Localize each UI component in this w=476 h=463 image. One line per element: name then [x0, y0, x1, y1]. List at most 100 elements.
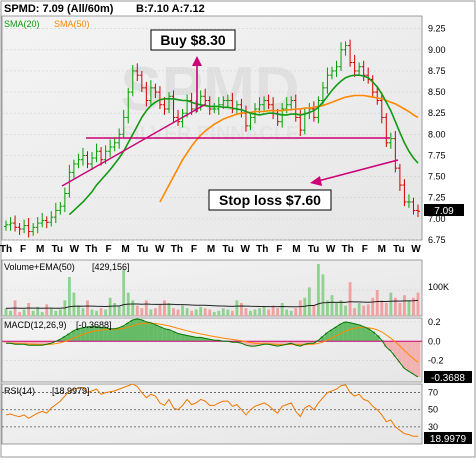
macd-histogram-bar	[121, 325, 127, 342]
volume-bar	[271, 305, 275, 316]
volume-bar	[36, 306, 40, 316]
macd-histogram-bar	[266, 341, 271, 345]
macd-histogram-bar	[393, 341, 398, 357]
x-day-label: W	[411, 244, 421, 255]
macd-histogram-bar	[198, 337, 203, 342]
macd-histogram-bar	[3, 341, 9, 344]
macd-histogram-bar	[311, 341, 317, 344]
macd-histogram-bar	[103, 327, 108, 342]
macd-last-box	[424, 371, 472, 383]
macd-line	[6, 318, 419, 378]
volume-bar	[398, 303, 402, 316]
volume-bar	[167, 303, 171, 316]
volume-bar	[194, 309, 198, 316]
macd-histogram-bar	[307, 341, 312, 344]
x-day-label: Tu	[308, 244, 319, 255]
x-axis-labels: Th F M Tu W Th F M Tu W Th F M Tu W Th F M Tu W Th F M Tu W	[0, 244, 421, 255]
macd-histogram-bar	[134, 318, 140, 342]
volume-bar	[131, 300, 135, 316]
x-day-label: Tu	[393, 244, 404, 255]
macd-histogram-bar	[243, 341, 249, 346]
legend-sma50: SMA(50)	[54, 19, 90, 29]
x-day-label: Tu	[222, 244, 233, 255]
macd-panel: MACD(12,26,9) [-0.3688] 0.2 0.0 -0.2 -0.36…	[1, 317, 472, 384]
macd-histogram-bar	[402, 341, 407, 369]
buy-label-box	[150, 29, 236, 51]
x-day-label: M	[121, 244, 129, 255]
macd-y-tick: 0.2	[428, 317, 441, 327]
macd-histogram-bar	[26, 341, 31, 346]
volume-bar	[4, 308, 8, 316]
macd-histogram-bar	[415, 341, 421, 378]
volume-bar	[58, 309, 62, 316]
x-day-label: Th	[342, 244, 354, 255]
macd-histogram-bar	[98, 327, 104, 342]
x-day-label: W	[155, 244, 165, 255]
volume-bar	[416, 292, 420, 316]
volume-bar	[99, 308, 103, 316]
macd-histogram-bar	[320, 336, 326, 342]
stop-arrow	[317, 159, 399, 182]
rsi-y-tick: 70	[428, 388, 438, 398]
macd-histogram-bar	[162, 328, 167, 342]
volume-bar	[294, 308, 298, 316]
rsi-legend: RSI(14)	[4, 386, 35, 396]
macd-histogram-bar	[153, 324, 158, 342]
volume-bar	[357, 303, 361, 316]
macd-histogram-bar	[388, 341, 394, 351]
price-y-tick: 6.75	[428, 235, 446, 245]
volume-bar	[344, 305, 347, 316]
last-price-label: 7.09	[434, 206, 454, 217]
volume-bar	[258, 308, 261, 316]
volume-bar	[67, 277, 71, 316]
macd-histogram-bar	[76, 328, 81, 342]
x-day-label: W	[70, 244, 80, 255]
macd-histogram-bar	[184, 335, 190, 342]
macd-histogram-bar	[107, 328, 113, 342]
price-y-tick: 7.25	[428, 193, 446, 203]
volume-bar	[190, 310, 194, 316]
macd-histogram-bar	[261, 341, 267, 345]
volume-bar	[117, 305, 121, 316]
volume-bar	[339, 300, 343, 316]
rsi-panel: RSI(14) [18.9979] 70 50 30 18.9979	[1, 383, 472, 445]
macd-histogram-bar	[384, 341, 389, 348]
macd-histogram-bar	[85, 326, 90, 342]
volume-legend: Volume+EMA(50)	[4, 262, 75, 272]
macd-histogram-bar	[35, 341, 40, 346]
macd-legend-value: [-0.3688]	[76, 320, 112, 330]
macd-histogram-bar	[406, 341, 412, 372]
volume-bar	[54, 310, 58, 316]
macd-histogram-bar	[347, 322, 353, 342]
macd-histogram-bar	[338, 323, 344, 342]
volume-bar	[140, 308, 144, 316]
stop-label-box	[208, 189, 332, 211]
x-day-label: F	[105, 244, 111, 255]
legend-sma20: SMA(20)	[4, 19, 40, 29]
volume-bar	[326, 300, 329, 316]
macd-histogram-bar	[62, 336, 68, 342]
volume-bar	[412, 297, 415, 316]
x-day-label: W	[240, 244, 250, 255]
macd-histogram-bar	[297, 341, 303, 347]
volume-bar	[45, 304, 49, 316]
macd-histogram-bar	[193, 337, 199, 342]
macd-last-label: -0.3688	[431, 373, 465, 384]
price-y-tick: 9.00	[428, 45, 446, 55]
trade-annotations: Buy $8.30 Stop loss $7.60	[61, 29, 399, 211]
macd-histogram-bar	[17, 341, 22, 345]
volume-bar	[172, 308, 175, 316]
volume-bar	[303, 297, 307, 316]
macd-histogram-bar	[58, 339, 63, 342]
macd-histogram-bar	[39, 341, 45, 346]
volume-bar	[31, 310, 35, 316]
price-y-tick: 8.25	[428, 108, 446, 118]
volume-bar	[375, 290, 379, 316]
x-day-label: Th	[256, 244, 268, 255]
price-y-tick: 7.75	[428, 150, 446, 160]
sma20-line	[68, 74, 419, 216]
volume-bar	[393, 297, 397, 316]
x-day-label: M	[36, 244, 44, 255]
volume-bar	[407, 300, 411, 316]
volume-bar	[212, 312, 216, 316]
